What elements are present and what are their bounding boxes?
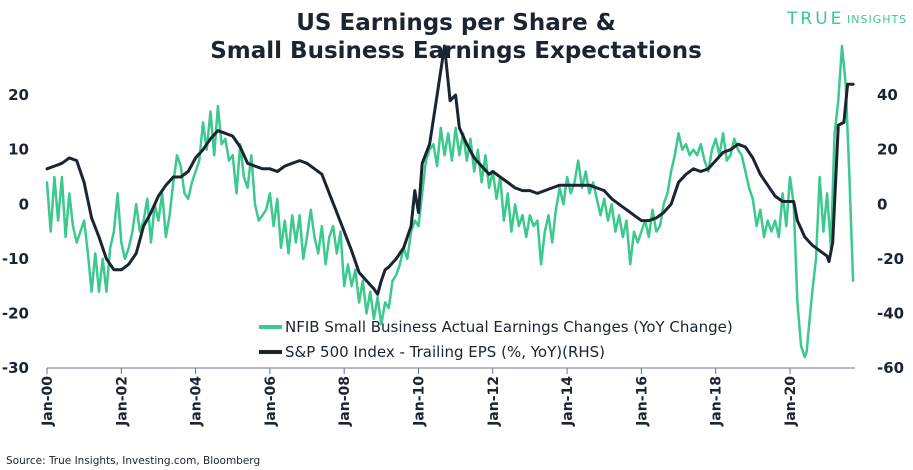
left-y-tick-label: 10: [8, 141, 29, 159]
x-tick-label: Jan-18: [709, 376, 725, 427]
right-y-tick-label: -60: [877, 359, 904, 377]
x-tick-label: Jan-04: [189, 376, 205, 427]
legend: NFIB Small Business Actual Earnings Chan…: [259, 318, 733, 361]
x-tick-label: Jan-08: [337, 376, 353, 427]
x-tick-label: Jan-12: [486, 376, 502, 427]
x-tick-label: Jan-16: [634, 376, 650, 427]
left-y-tick-label: -20: [2, 304, 29, 322]
right-y-tick-label: 0: [877, 195, 887, 213]
left-y-tick-label: 0: [19, 195, 29, 213]
chart-title-line2: Small Business Earnings Expectations: [210, 38, 702, 64]
source-note: Source: True Insights, Investing.com, Bl…: [6, 455, 260, 467]
right-y-tick-label: 40: [877, 86, 898, 104]
x-tick-label: Jan-00: [40, 376, 56, 427]
x-tick-label: Jan-10: [411, 376, 427, 427]
brand-logo-sub: INSIGHTS: [847, 13, 907, 26]
series-layer: [45, 44, 855, 359]
left-y-tick-label: -10: [2, 250, 29, 268]
left-y-axis: 20 10 0 -10 -20 -30: [2, 86, 29, 377]
right-y-tick-label: 20: [877, 141, 898, 159]
x-axis: Jan-00 Jan-02 Jan-04 Jan-06 Jan-08 Jan-10 Jan-…: [40, 367, 855, 427]
right-y-tick-label: -40: [877, 304, 904, 322]
brand-logo: TRUE INSIGHTS: [786, 9, 907, 29]
x-tick-label: Jan-20: [783, 376, 799, 427]
x-tick-label: Jan-02: [114, 376, 130, 427]
left-y-tick-label: -30: [2, 359, 29, 377]
legend-label-sp500: S&P 500 Index - Trailing EPS (%, YoY)(RH…: [285, 343, 605, 361]
x-tick-label: Jan-14: [560, 376, 576, 427]
right-y-axis: 40 20 0 -20 -40 -60: [877, 86, 904, 377]
right-y-tick-label: -20: [877, 250, 904, 268]
left-y-tick-label: 20: [8, 86, 29, 104]
x-tick-label: Jan-06: [263, 376, 279, 427]
brand-logo-main: TRUE: [786, 9, 844, 29]
legend-label-nfib: NFIB Small Business Actual Earnings Chan…: [285, 318, 733, 336]
chart-title-line1: US Earnings per Share &: [296, 10, 616, 36]
series-line-sp500: [45, 44, 855, 296]
